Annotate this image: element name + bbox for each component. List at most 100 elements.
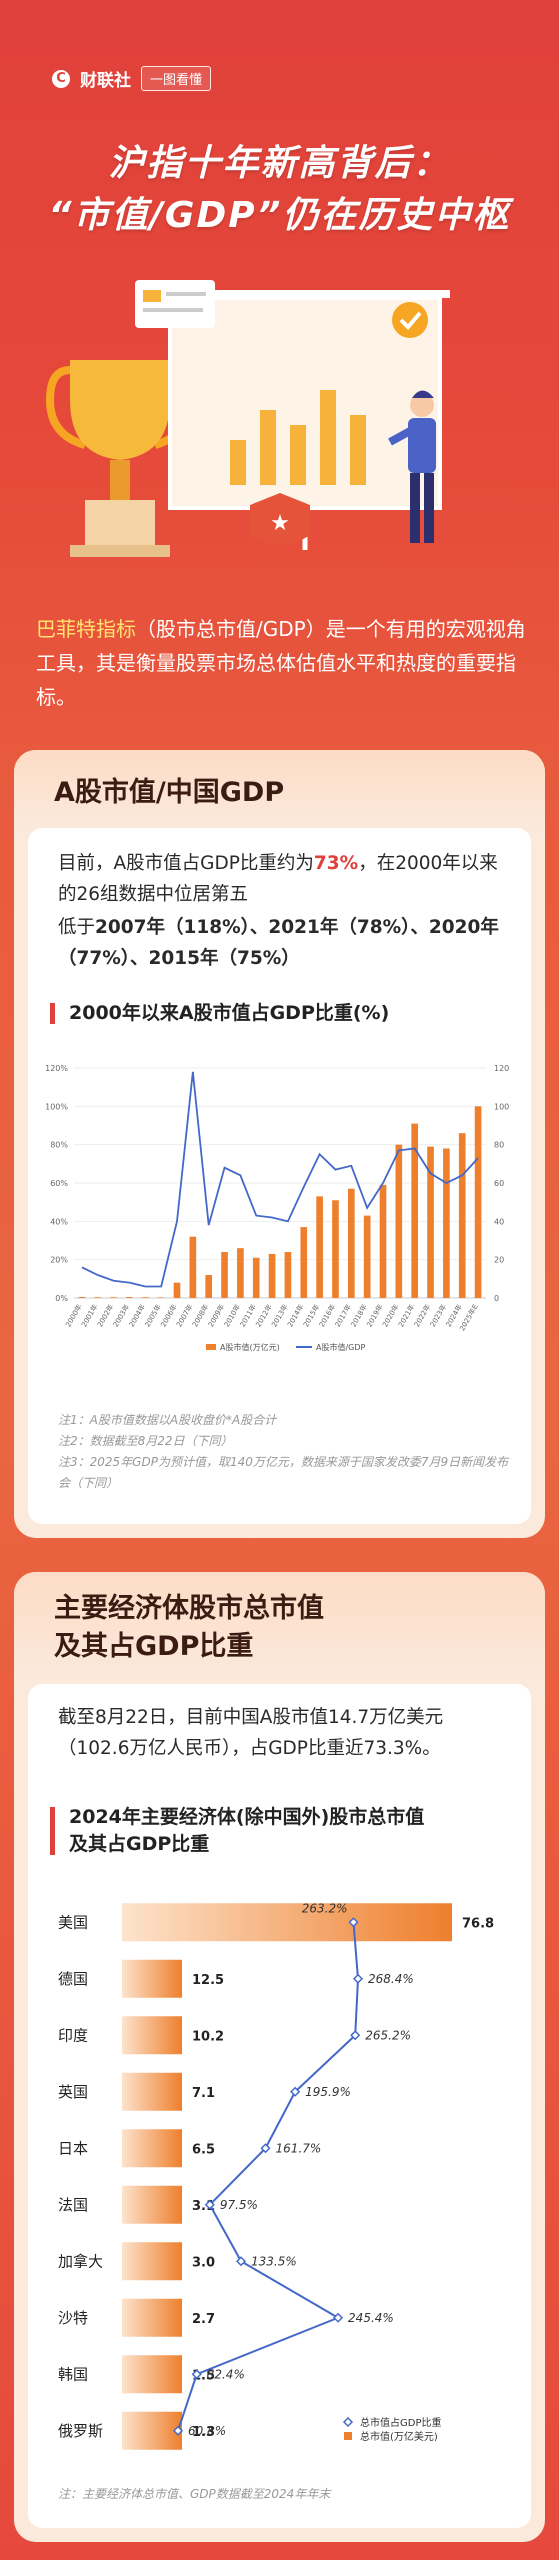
chart1-ytick-right: 60: [494, 1179, 504, 1188]
chart2-ratio-label: 97.5%: [220, 2198, 258, 2212]
chart1-bar: [221, 1252, 228, 1298]
chart2-bar: [122, 2298, 182, 2337]
chart2-legend-label-line: 总市值占GDP比重: [360, 2416, 441, 2429]
chart1-bar: [205, 1275, 213, 1298]
star-badge-icon: ★: [250, 493, 310, 545]
chart2-ratio-label: 161.7%: [275, 2141, 321, 2155]
chart2-ratio-line: [177, 1922, 360, 2432]
chart1-title: 2000年以来A股市值占GDP比重(%): [50, 1000, 389, 1027]
chart2-bar-value: 1.3: [192, 2425, 215, 2440]
chart2-bar: [122, 1959, 182, 1998]
chart2-bar: [122, 2129, 182, 2168]
chart1-ytick-left: 40%: [50, 1217, 68, 1226]
chart2-note: 注：主要经济体总市值、GDP数据截至2024年年末: [58, 2487, 331, 2501]
chart1-bar: [237, 1248, 244, 1298]
chart1-ytick-right: 100: [494, 1102, 509, 1111]
chart2-ratio-point: [348, 1917, 359, 1928]
chart1-legend-swatch-bar: [206, 1344, 216, 1350]
chart2-bar-value: 10.2: [192, 2029, 224, 2044]
intro-paragraph: 巴菲特指标（股市总市值/GDP）是一个有用的宏观视角工具，其是衡量股票市场总体估…: [36, 612, 528, 714]
brand-name: 财联社: [80, 71, 131, 91]
section-economies-inner: 截至8月22日，目前中国A股市值14.7万亿美元（102.6万亿人民币），占GD…: [28, 1684, 531, 2528]
brand-tagline: 一图看懂: [141, 66, 212, 91]
chart1-ytick-left: 20%: [50, 1256, 68, 1265]
chart1-bar: [78, 1297, 86, 1298]
chart2-category-label: 印度: [58, 2026, 88, 2044]
chart2-ratio-point: [290, 2086, 301, 2097]
page-title: 沪指十年新高背后： “市值/GDP”仍在历史中枢: [0, 138, 559, 242]
chart2-ratio-label: 265.2%: [365, 2028, 411, 2042]
chart1-bar: [284, 1252, 292, 1298]
chart2-ratio-label: 82.4%: [207, 2367, 245, 2381]
chart1-bar: [268, 1253, 276, 1298]
chart2-category-label: 日本: [58, 2139, 88, 2157]
chart1-bar: [379, 1184, 387, 1298]
chart2-category-label: 德国: [58, 1970, 88, 1988]
intro-text: （股市总市值/GDP）是一个有用的宏观视角工具，其是衡量股票市场总体估值水平和热…: [36, 617, 526, 709]
section-economies-paragraph: 截至8月22日，目前中国A股市值14.7万亿美元（102.6万亿人民币），占GD…: [58, 1707, 444, 1759]
chart2-ratio-label: 133.5%: [251, 2254, 297, 2268]
intro-highlight: 巴菲特指标: [36, 617, 136, 641]
chart2-bar-value: 7.1: [192, 2086, 215, 2101]
checkmark-badge-icon: [392, 302, 428, 338]
section-a-share-paragraph-1: 目前，A股市值占GDP比重约为73%，在2000年以来的26组数据中位居第五: [58, 853, 498, 905]
svg-text:★: ★: [270, 511, 290, 536]
chart1-bar: [316, 1196, 323, 1298]
chart2-bar-value: 12.5: [192, 1973, 224, 1988]
chart1-ytick-left: 0%: [55, 1294, 68, 1303]
logo-icon: C: [52, 69, 70, 88]
section-economies-title: 主要经济体股市总市值 及其占GDP比重: [54, 1593, 324, 1662]
chart1-bar: [300, 1227, 308, 1298]
chart1-bar: [252, 1257, 260, 1298]
chart2-category-label: 沙特: [58, 2309, 88, 2327]
chart2-category-label: 韩国: [58, 2365, 88, 2383]
a-share-ratio-value: 73%: [313, 853, 359, 874]
chart1-ytick-right: 80: [494, 1141, 504, 1150]
chart2-bar: [122, 1903, 452, 1942]
chart1-bar: [141, 1297, 149, 1298]
hero-illustration: ★: [45, 280, 450, 557]
presentation-board-icon: [160, 290, 450, 550]
chart1-bar: [363, 1215, 371, 1298]
presenter-figure-icon: [388, 390, 436, 543]
chart2-bar-value: 76.8: [462, 1916, 494, 1931]
chart2-category-label: 加拿大: [58, 2252, 103, 2270]
section-a-share-inner: 目前，A股市值占GDP比重约为73%，在2000年以来的26组数据中位居第五 低…: [28, 828, 531, 1524]
chart1-bar: [427, 1146, 434, 1298]
chart2-ratio-point: [204, 2199, 215, 2210]
chart1-note-1: 注1：A股市值数据以A股收盘价*A股合计: [58, 1413, 277, 1427]
page-title-line2: “市值/GDP”仍在历史中枢: [48, 195, 511, 236]
chart2-bar: [122, 2411, 182, 2450]
chart2-bar-value: 3.0: [192, 2255, 215, 2270]
chart1-ytick-left: 60%: [50, 1179, 68, 1188]
chart2-category-label: 法国: [58, 2196, 88, 2214]
chart2-bar: [122, 2355, 182, 2394]
chart1-bar: [157, 1297, 165, 1298]
chart2-legend-label-bar: 总市值(万亿美元): [360, 2430, 438, 2443]
chart1-bar: [458, 1133, 466, 1298]
chart1-note-3: 注3：2025年GDP为预计值，取140万亿元，数据来源于国家发改委7月9日新闻…: [58, 1455, 509, 1490]
chart2-bar: [122, 2072, 182, 2111]
chart1-bar: [347, 1188, 355, 1298]
chart2-category-label: 俄罗斯: [58, 2422, 103, 2440]
chart1-ytick-left: 80%: [50, 1141, 68, 1150]
chart2-legend-swatch-line: [342, 2416, 354, 2428]
chart1-bar: [395, 1144, 403, 1298]
chart2-ratio-label: 263.2%: [302, 1901, 348, 1915]
chart2-category-label: 美国: [58, 1913, 88, 1931]
chart1-bar: [474, 1106, 482, 1298]
chart1-bar: [110, 1297, 117, 1298]
chart2-ratio-point: [332, 2312, 344, 2323]
section-a-share-card: A股市值/中国GDP 目前，A股市值占GDP比重约为73%，在2000年以来的2…: [14, 750, 545, 1538]
chart1-bar: [332, 1200, 339, 1298]
chart2-ratio-label: 268.4%: [368, 1972, 414, 1986]
chart2-category-label: 英国: [58, 2083, 88, 2101]
chart2-title: 2024年主要经济体(除中国外)股市总市值 及其占GDP比重: [50, 1804, 424, 1858]
chart1-ytick-right: 0: [494, 1294, 499, 1303]
chart1-bar: [94, 1297, 102, 1298]
chart1-line-series: [81, 1071, 479, 1288]
chart1-bar: [443, 1148, 450, 1298]
chart1-ytick-right: 40: [494, 1217, 504, 1226]
chart1-legend-label-line: A股市值/GDP: [316, 1342, 366, 1352]
